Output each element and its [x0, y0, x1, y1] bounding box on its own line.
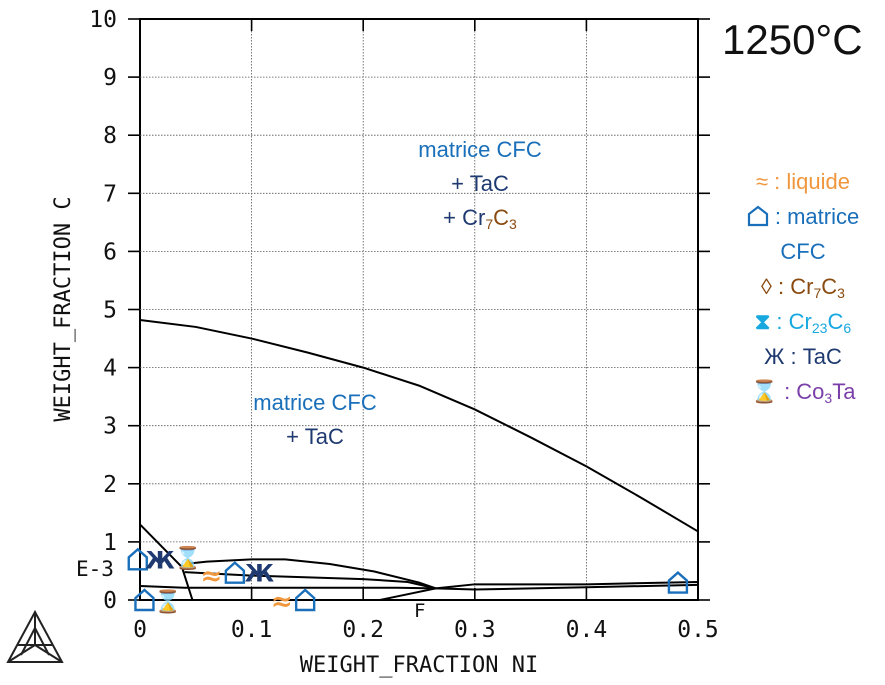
region-lower-line1: matrice CFC — [253, 390, 377, 415]
zhe-icon: Ж — [764, 344, 785, 369]
matrice-marker — [134, 588, 155, 612]
matrice-marker — [127, 547, 148, 571]
region-label-lower: matrice CFC + TaC — [235, 386, 395, 454]
legend: ≈ : liquide : matrice CFC ◊ : Cr7C3 ⧗ : … — [718, 164, 885, 409]
region-lower-line2: + TaC — [286, 424, 344, 449]
matrice-marker — [224, 561, 246, 584]
legend-cr7c3: ◊ : Cr7C3 — [761, 274, 845, 301]
tac-marker: Ж — [145, 546, 175, 574]
y-tick-label: 4 — [103, 356, 117, 382]
chart-title: 1250°C — [722, 16, 863, 63]
x-tick-label: 0.5 — [677, 617, 719, 643]
y-tick-label: 10 — [89, 7, 117, 33]
y-exponent-label: E-3 — [76, 557, 114, 581]
phase-boundary-line — [184, 558, 437, 590]
phase-boundary-line — [435, 580, 699, 590]
region-upper-line2: + TaC — [451, 171, 509, 196]
region-upper-line1: matrice CFC — [418, 137, 542, 162]
lozenge-icon: ◊ — [761, 274, 772, 299]
matrice-marker — [294, 588, 316, 612]
y-tick-label: 8 — [103, 123, 117, 149]
x-tick-label: 0 — [133, 617, 147, 643]
x-tick-labels: 0 0.1 0.2 0.3 0.4 0.5 — [133, 617, 719, 643]
phase-boundary-line — [180, 564, 194, 601]
y-tick-label: 0 — [103, 588, 117, 614]
hourglass-icon: ⌛ — [750, 379, 778, 404]
y-tick-label: 1 — [103, 530, 117, 556]
liquide-marker: ≈ — [201, 562, 223, 592]
y-axis-label: WEIGHT_FRACTION C — [51, 196, 76, 421]
x-axis-label: WEIGHT_FRACTION NI — [300, 653, 538, 678]
co3ta-marker: ⌛ — [174, 545, 201, 571]
liquide-marker: ≈ — [271, 587, 293, 617]
co3ta-marker: ⌛ — [154, 589, 181, 615]
phase-boundary-line — [184, 571, 436, 590]
y-tick-label: 3 — [103, 414, 117, 440]
phase-markers: Ж ⌛⌛≈ Ж≈ — [127, 545, 689, 617]
wavy-equal-icon: ≈ — [755, 169, 769, 194]
house-outline-icon — [747, 205, 768, 227]
phase-boundary-line — [379, 587, 436, 601]
phase-boundary-line — [139, 523, 186, 571]
legend-liquide: ≈ : liquide — [755, 169, 851, 194]
legend-tac: Ж : TaC — [764, 344, 842, 369]
phase-boundary-line — [435, 583, 699, 591]
y-tick-label: 9 — [103, 65, 117, 91]
tac-marker: Ж — [245, 560, 275, 588]
y-tick-labels: 0 1 2 3 4 5 6 7 8 9 10 — [89, 7, 117, 614]
y-tick-label: 5 — [103, 298, 117, 324]
y-tick-label: 2 — [103, 472, 117, 498]
x-tick-label: 0.4 — [566, 617, 608, 643]
x-tick-label: 0.2 — [342, 617, 384, 643]
legend-matrice-cont: CFC — [780, 239, 826, 264]
x-extra-label: F — [414, 600, 425, 622]
thermo-calc-logo-icon — [6, 609, 64, 663]
phase-boundaries — [139, 318, 699, 601]
region-label-upper: matrice CFC + TaC + Cr7C3 — [400, 133, 560, 235]
y-tick-label: 7 — [103, 181, 117, 207]
legend-matrice: : matrice — [718, 199, 885, 234]
bowtie-icon: ⧗ — [754, 309, 771, 334]
region-upper-line3: + Cr7C3 — [443, 205, 517, 232]
matrice-marker — [667, 570, 689, 594]
phase-boundary-line — [139, 585, 436, 590]
x-tick-label: 0.3 — [454, 617, 496, 643]
y-tick-label: 6 — [103, 239, 117, 265]
grid-lines — [140, 19, 698, 600]
legend-cr23c6: ⧗ : Cr23C6 — [754, 309, 852, 336]
x-tick-label: 0.1 — [231, 617, 273, 643]
phase-boundary-line — [139, 318, 699, 533]
legend-co3ta: ⌛ : Co3Ta — [750, 379, 856, 406]
